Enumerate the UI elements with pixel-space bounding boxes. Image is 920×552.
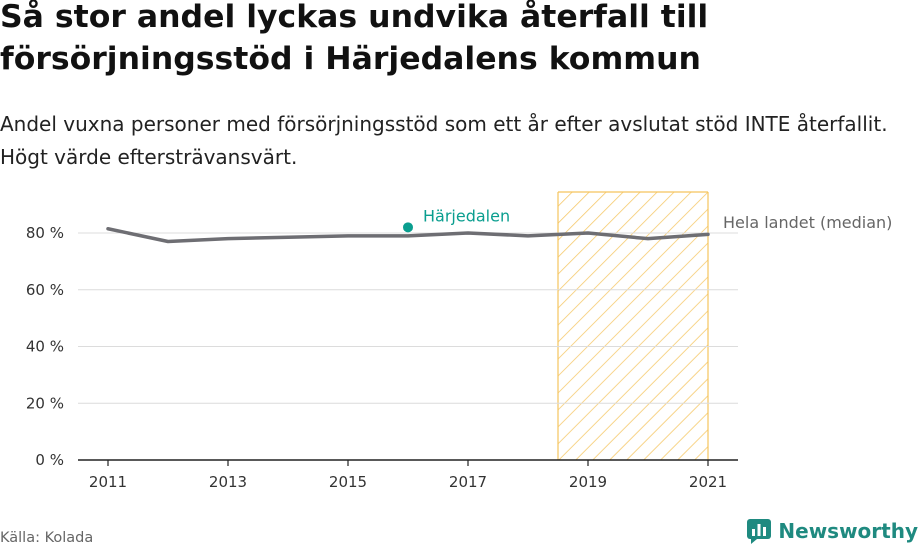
chart-subtitle: Andel vuxna personer med försörjningsstö… bbox=[0, 112, 888, 169]
y-tick-label: 20 % bbox=[26, 394, 64, 412]
y-tick-label: 80 % bbox=[26, 224, 64, 242]
y-tick-label: 0 % bbox=[35, 451, 64, 469]
x-tick-label: 2015 bbox=[329, 473, 367, 491]
series-label-national-median: Hela landet (median) bbox=[723, 213, 892, 232]
x-tick-label: 2021 bbox=[689, 473, 727, 491]
series-line-national-median bbox=[106, 226, 710, 244]
x-tick-label: 2011 bbox=[89, 473, 127, 491]
y-tick-label: 40 % bbox=[26, 338, 64, 356]
source-note: Källa: Kolada bbox=[0, 530, 94, 546]
x-tick-label: 2019 bbox=[569, 473, 607, 491]
series-label-harjedalen: Härjedalen bbox=[423, 206, 510, 225]
y-tick-label: 60 % bbox=[26, 281, 64, 299]
x-tick-label: 2013 bbox=[209, 473, 247, 491]
data-point-harjedalen bbox=[403, 222, 413, 233]
x-tick-label: 2017 bbox=[449, 473, 487, 491]
newsworthy-logo: Newsworthy bbox=[746, 518, 918, 544]
bar-chart-logo-icon bbox=[747, 519, 772, 544]
chart-title: Så stor andel lyckas undvika återfall ti… bbox=[0, 0, 709, 77]
brand-name: Newsworthy bbox=[778, 519, 918, 543]
